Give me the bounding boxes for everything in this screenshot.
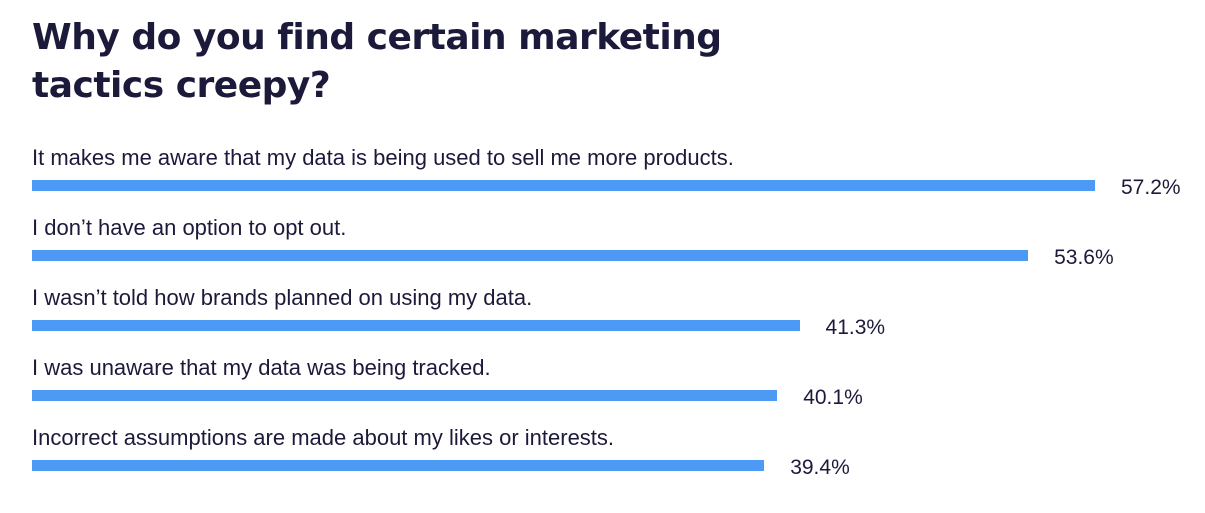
bar-category-label: Incorrect assumptions are made about my … [32, 425, 615, 450]
bar-value-label: 53.6% [1054, 246, 1114, 269]
bar [32, 390, 778, 401]
bar [32, 320, 800, 331]
bar-value-label: 40.1% [803, 386, 863, 409]
bar-category-label: I don’t have an option to opt out. [32, 215, 347, 240]
bar-category-label: It makes me aware that my data is being … [32, 145, 734, 170]
bar-category-label: I was unaware that my data was being tra… [32, 355, 491, 380]
bar [32, 250, 1029, 261]
bar-category-label: I wasn’t told how brands planned on usin… [32, 285, 533, 310]
bar-value-label: 57.2% [1121, 176, 1181, 199]
bar-value-label: 41.3% [825, 316, 886, 339]
bar [32, 460, 765, 471]
bar [32, 180, 1095, 191]
chart-title: Why do you find certain marketing tactic… [32, 17, 722, 106]
bar-value-label: 39.4% [790, 456, 850, 479]
